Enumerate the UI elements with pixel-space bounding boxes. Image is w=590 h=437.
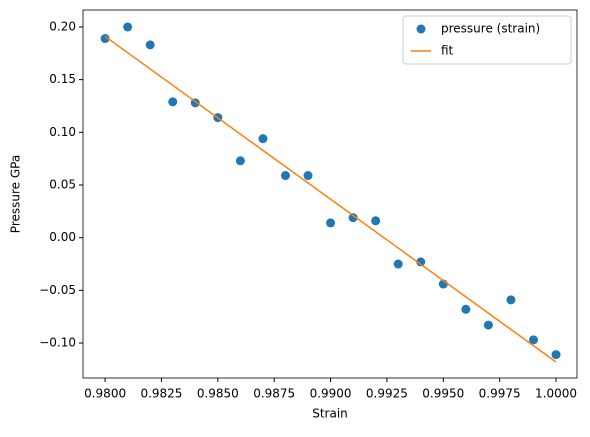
scatter-point [461, 304, 471, 314]
x-axis-label: Strain [312, 407, 348, 421]
x-tick-label: 0.9800 [84, 387, 126, 401]
x-tick-label: 0.9875 [253, 387, 295, 401]
scatter-point [303, 171, 313, 181]
scatter-point [483, 320, 493, 330]
scatter-point [348, 213, 358, 223]
plot-frame [82, 9, 578, 379]
y-axis-label: Pressure GPa [9, 155, 23, 233]
scatter-point [280, 171, 290, 181]
scatter-point [528, 335, 538, 345]
x-tick-label: 0.9975 [479, 387, 521, 401]
x-tick-label: 1.0000 [535, 387, 577, 401]
y-tick-label: 0.20 [49, 19, 76, 33]
scatter-point [258, 134, 268, 144]
legend-marker [416, 24, 426, 34]
y-tick-label: 0.05 [49, 177, 76, 191]
scatter-point [123, 22, 133, 32]
scatter-point [393, 259, 403, 269]
y-tick-label: 0.10 [49, 125, 76, 139]
x-tick-label: 0.9850 [197, 387, 239, 401]
scatter-point [145, 40, 155, 50]
y-tick-label: −0.10 [39, 336, 76, 350]
x-tick-label: 0.9925 [366, 387, 408, 401]
scatter-point [326, 218, 336, 228]
scatter-point [551, 350, 561, 360]
legend-box [402, 15, 572, 65]
fit-line [104, 35, 557, 363]
y-tick-label: −0.05 [39, 283, 76, 297]
x-tick-label: 0.9950 [422, 387, 464, 401]
scatter-point [371, 216, 381, 226]
scatter-point [168, 97, 178, 107]
scatter-point [416, 257, 426, 267]
legend-label: pressure (strain) [441, 22, 540, 36]
x-tick-label: 0.9900 [310, 387, 352, 401]
scatter-point [235, 156, 245, 166]
scatter-point [506, 295, 516, 305]
scatter-point [100, 34, 110, 44]
y-tick-label: 0.15 [49, 72, 76, 86]
x-tick-label: 0.9825 [140, 387, 182, 401]
y-tick-label: 0.00 [49, 230, 76, 244]
legend-label: fit [441, 44, 454, 58]
